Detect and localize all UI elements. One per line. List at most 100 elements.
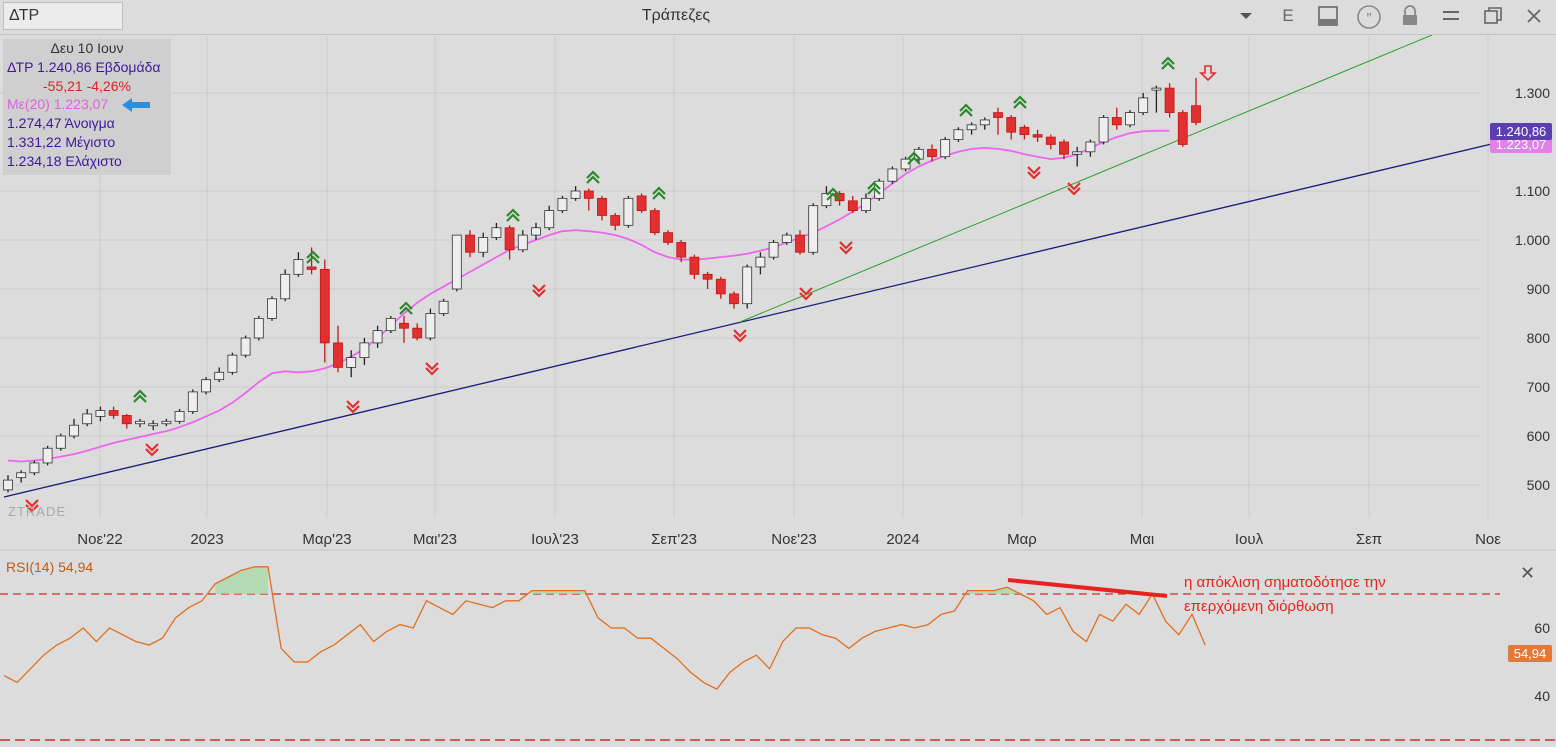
candle xyxy=(755,256,766,268)
sell-signal-icon xyxy=(1027,166,1041,180)
rsi-line xyxy=(3,566,1206,691)
candle xyxy=(1151,87,1162,91)
candle xyxy=(583,190,594,199)
sell-signal-icon xyxy=(799,287,813,301)
y-tick-label: 500 xyxy=(1527,477,1551,493)
x-tick-label: Ιουλ'23 xyxy=(531,531,579,548)
panel-icon[interactable] xyxy=(1315,4,1341,28)
restore-icon[interactable] xyxy=(1480,4,1506,28)
buy-signal-icon xyxy=(133,389,147,403)
info-box: Δευ 10 Ιουν ΔΤΡ 1.240,86 Εβδομάδα -55,21… xyxy=(3,39,171,175)
x-tick-label: Μαρ xyxy=(1007,531,1037,548)
buy-signal-icon xyxy=(826,187,840,201)
y-tick-label: 900 xyxy=(1527,281,1551,297)
candle xyxy=(993,112,1003,118)
sell-signal-icon xyxy=(25,499,39,513)
candle xyxy=(214,371,225,381)
chevron-down-icon[interactable] xyxy=(1233,4,1259,28)
trend-line-long xyxy=(3,141,1501,498)
sell-signal-icon xyxy=(346,400,360,414)
candle xyxy=(504,227,515,251)
candle xyxy=(715,278,726,295)
window-toolbar: ΔΤΡ Τράπεζες E ” xyxy=(0,0,1556,35)
candle xyxy=(227,354,238,373)
candle xyxy=(121,415,132,425)
quote-icon[interactable]: ” xyxy=(1356,4,1382,29)
group-title[interactable]: Τράπεζες xyxy=(641,7,711,24)
rsi-overbought-fill xyxy=(532,590,585,594)
trend-line-short xyxy=(739,35,1433,323)
candle xyxy=(557,197,568,212)
x-tick-label: Ιουλ xyxy=(1235,531,1264,548)
candle xyxy=(1085,141,1096,153)
candle xyxy=(16,472,27,479)
candle xyxy=(781,234,792,243)
rsi-label: RSI(14) 54,94 xyxy=(6,559,94,575)
close-rsi-icon[interactable]: ✕ xyxy=(1520,563,1536,583)
buy-signal-icon xyxy=(959,103,973,117)
sell-signal-icon xyxy=(532,284,546,298)
candle xyxy=(385,317,396,332)
buy-signal-icon xyxy=(586,170,600,184)
candle xyxy=(847,200,858,212)
info-date: Δευ 10 Ιουν xyxy=(50,40,124,56)
info-change: -55,21 -4,26% xyxy=(43,77,131,94)
candle xyxy=(663,232,673,243)
rsi-tick-label: 40 xyxy=(1534,688,1550,704)
y-tick-label: 1.000 xyxy=(1515,232,1550,248)
candle xyxy=(689,256,700,275)
sell-signal-icon xyxy=(839,241,853,255)
candle xyxy=(280,273,291,300)
sell-signal-icon xyxy=(1067,182,1081,196)
candle xyxy=(927,148,937,158)
info-open: 1.274,47 Άνοιγμα xyxy=(7,115,115,132)
rsi-tick-label: 60 xyxy=(1534,620,1550,636)
candle xyxy=(438,300,449,314)
sell-signal-icon xyxy=(733,329,747,343)
watermark: ZTRADE xyxy=(8,504,66,519)
candle xyxy=(1138,97,1149,114)
symbol-field[interactable]: ΔΤΡ xyxy=(3,2,123,30)
y-tick-label: 1.300 xyxy=(1515,85,1550,101)
candle xyxy=(306,266,317,270)
svg-text:”: ” xyxy=(1366,11,1371,28)
candle xyxy=(201,379,211,393)
rsi-last-tag: 54,94 xyxy=(1508,645,1552,662)
candle xyxy=(240,337,251,356)
candle xyxy=(768,242,779,258)
y-tick-label: 800 xyxy=(1527,330,1551,346)
x-tick-label: Σεπ'23 xyxy=(651,531,697,548)
candle xyxy=(319,268,330,344)
candle xyxy=(267,298,277,319)
candle xyxy=(900,158,911,170)
x-tick-label: Μαι'23 xyxy=(413,531,457,548)
info-high: 1.331,22 Μέγιστο xyxy=(7,133,116,150)
candle xyxy=(3,479,13,491)
info-ma: Με(20) 1.223,07 xyxy=(7,96,109,113)
buy-signal-icon xyxy=(306,250,320,264)
buy-signal-icon xyxy=(1161,56,1175,70)
candle xyxy=(676,242,687,258)
candle xyxy=(544,210,555,229)
x-tick-label: Νοε'22 xyxy=(77,531,122,548)
candle xyxy=(597,197,607,216)
buy-signal-icon xyxy=(907,151,921,165)
candle xyxy=(69,424,79,437)
x-tick-label: Νοε xyxy=(1475,531,1501,548)
candle xyxy=(187,391,198,412)
candle xyxy=(702,273,713,280)
candle xyxy=(953,129,964,140)
lock-icon[interactable] xyxy=(1397,4,1423,28)
minimize-icon[interactable] xyxy=(1438,4,1464,28)
close-icon[interactable] xyxy=(1521,4,1547,28)
x-tick-label: Νοε'23 xyxy=(771,531,816,548)
candle xyxy=(174,411,185,422)
buy-signal-icon xyxy=(506,208,520,222)
candle xyxy=(821,193,832,207)
buy-signal-icon xyxy=(867,181,881,195)
price-chart[interactable]: 500 600 700 800 900 1.000 1.100 1.300 Νοε'22 202… xyxy=(0,35,1556,747)
candle xyxy=(253,317,264,339)
info-line-price: ΔΤΡ 1.240,86 Εβδομάδα xyxy=(7,58,161,75)
rsi-overbought-fill xyxy=(215,566,268,594)
e-icon[interactable]: E xyxy=(1282,6,1294,25)
